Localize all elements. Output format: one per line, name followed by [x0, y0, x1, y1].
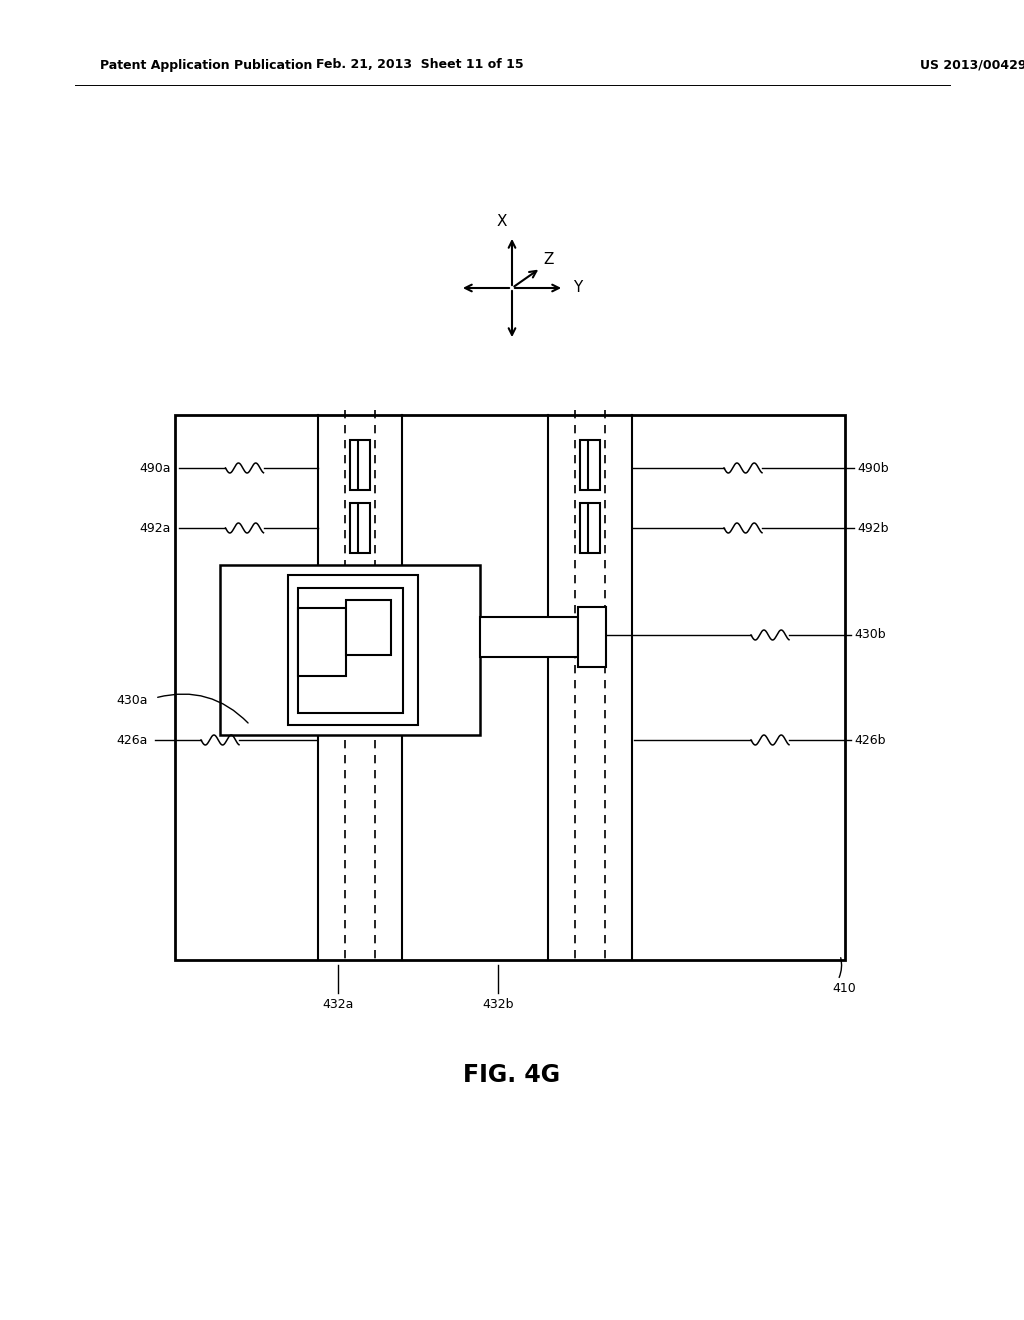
Bar [346, 601, 391, 655]
Text: 492a: 492a [139, 521, 171, 535]
Text: 426a: 426a [117, 734, 148, 747]
Bar [578, 607, 606, 667]
Bar [175, 414, 845, 960]
Bar [580, 440, 600, 490]
Text: US 2013/0042960 A1: US 2013/0042960 A1 [920, 58, 1024, 71]
Text: 430a: 430a [117, 693, 148, 706]
Text: Y: Y [573, 281, 583, 296]
Bar [480, 616, 578, 657]
Text: X: X [497, 214, 507, 230]
Text: 430b: 430b [854, 628, 886, 642]
Text: 426b: 426b [854, 734, 886, 747]
Text: 492b: 492b [857, 521, 889, 535]
Text: Feb. 21, 2013  Sheet 11 of 15: Feb. 21, 2013 Sheet 11 of 15 [316, 58, 524, 71]
Text: 490b: 490b [857, 462, 889, 474]
Text: 410: 410 [831, 982, 856, 994]
Text: 432a: 432a [323, 998, 353, 1011]
Text: Patent Application Publication: Patent Application Publication [100, 58, 312, 71]
Text: FIG. 4G: FIG. 4G [464, 1063, 560, 1086]
Bar [298, 609, 346, 676]
Text: 490a: 490a [139, 462, 171, 474]
Bar [288, 576, 418, 725]
Text: Z: Z [544, 252, 554, 268]
Bar [298, 587, 403, 713]
Bar [220, 565, 480, 735]
Bar [580, 503, 600, 553]
Bar [350, 440, 370, 490]
Bar [350, 503, 370, 553]
Text: 432b: 432b [482, 998, 514, 1011]
